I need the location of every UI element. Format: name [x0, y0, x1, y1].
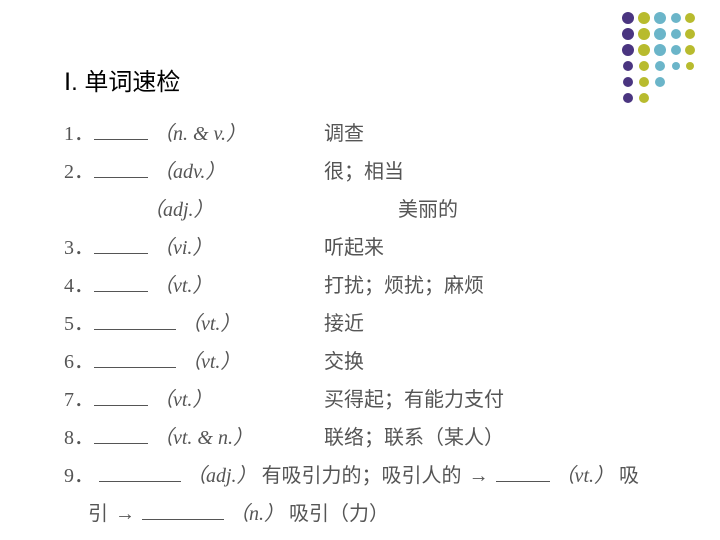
part-of-speech: （n.） — [229, 503, 284, 525]
part-of-speech: （vi.） — [148, 229, 212, 267]
part-of-speech: （vt.） — [176, 305, 240, 343]
definition: 买得起；有能力支付 — [324, 381, 504, 419]
item-number: 1． — [64, 115, 94, 153]
vocab-item: （adj.） 美丽的 — [64, 191, 660, 229]
item-number: 2． — [64, 153, 94, 191]
item-number: 7． — [64, 381, 94, 419]
item-number: 9． — [64, 465, 94, 487]
section-title: Ⅰ. 单词速检 — [64, 62, 660, 97]
definition: 美丽的 — [398, 191, 458, 229]
definition: 联络；联系（某人） — [324, 419, 504, 457]
answer-blank — [99, 462, 181, 482]
worksheet-content: Ⅰ. 单词速检 1． （n. & v.） 调查 2． （adv.） 很；相当 （adj… — [64, 62, 660, 533]
part-of-speech: （vt.） — [148, 267, 212, 305]
definition: 听起来 — [324, 229, 384, 267]
definition: 接近 — [324, 305, 364, 343]
vocab-item: 4． （vt.） 打扰；烦扰；麻烦 — [64, 267, 660, 305]
definition: 吸引（力） — [289, 503, 389, 525]
definition: 有吸引力的；吸引人的 — [262, 465, 462, 487]
vocab-item-9: 9． （adj.） 有吸引力的；吸引人的 → （vt.） 吸 引 → （n.） … — [64, 457, 660, 533]
item-number: 6． — [64, 343, 94, 381]
answer-blank — [496, 462, 550, 482]
arrow-icon: → — [467, 465, 491, 487]
vocab-item: 2． （adv.） 很；相当 — [64, 153, 660, 191]
answer-blank — [94, 424, 148, 444]
item-number: 3． — [64, 229, 94, 267]
item-number: 8． — [64, 419, 94, 457]
definition: 打扰；烦扰；麻烦 — [324, 267, 484, 305]
part-of-speech: （adj.） — [186, 465, 257, 487]
answer-blank — [142, 500, 224, 520]
answer-blank — [94, 348, 176, 368]
definition: 吸 — [619, 465, 639, 487]
vocab-item: 5． （vt.） 接近 — [64, 305, 660, 343]
answer-blank — [94, 234, 148, 254]
part-of-speech: （n. & v.） — [148, 115, 246, 153]
answer-blank — [94, 310, 176, 330]
part-of-speech: （vt.） — [148, 381, 212, 419]
vocab-item: 3． （vi.） 听起来 — [64, 229, 660, 267]
definition: 交换 — [324, 343, 364, 381]
answer-blank — [94, 158, 148, 178]
vocab-item: 1． （n. & v.） 调查 — [64, 115, 660, 153]
arrow-icon: → — [113, 503, 137, 525]
answer-blank — [94, 120, 148, 140]
item-number: 4． — [64, 267, 94, 305]
part-of-speech: （vt. & n.） — [148, 419, 253, 457]
vocab-item: 8． （vt. & n.） 联络；联系（某人） — [64, 419, 660, 457]
part-of-speech: （adj.） — [138, 191, 214, 229]
answer-blank — [94, 386, 148, 406]
part-of-speech: （vt.） — [555, 465, 614, 487]
vocab-item: 7． （vt.） 买得起；有能力支付 — [64, 381, 660, 419]
part-of-speech: （adv.） — [148, 153, 225, 191]
definition: 很；相当 — [324, 153, 404, 191]
part-of-speech: （vt.） — [176, 343, 240, 381]
item-number: 5． — [64, 305, 94, 343]
definition: 调查 — [324, 115, 364, 153]
definition-cont: 引 — [88, 503, 108, 525]
answer-blank — [94, 272, 148, 292]
vocab-item: 6． （vt.） 交换 — [64, 343, 660, 381]
